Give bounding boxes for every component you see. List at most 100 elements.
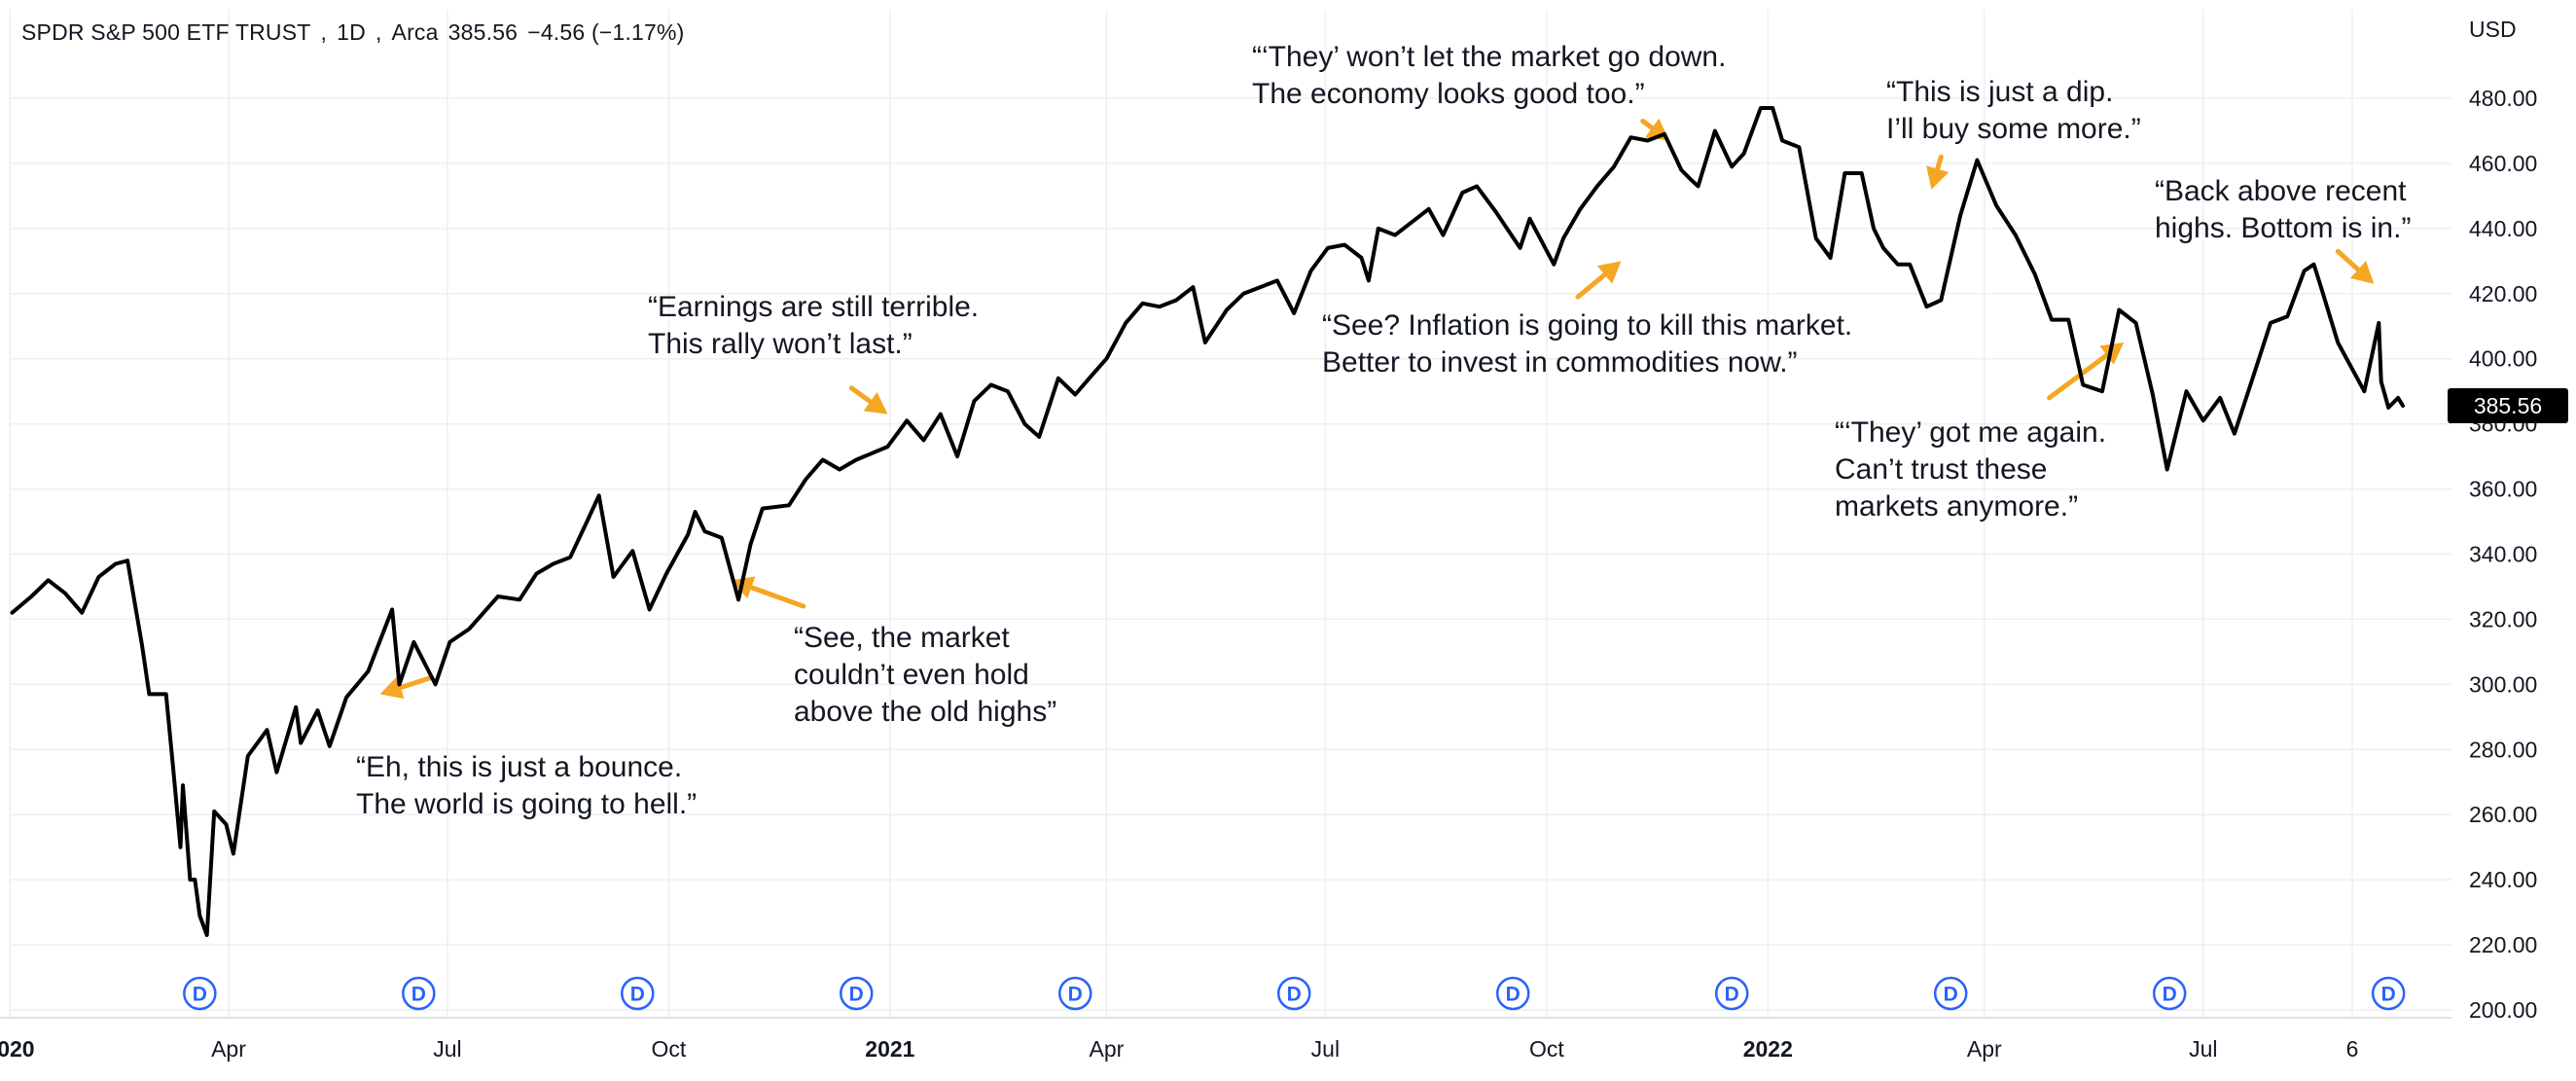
annotation-line: “See, the market <box>794 622 1010 654</box>
annotation-arrow-shaft <box>748 585 806 609</box>
legend-separator: , <box>375 19 382 45</box>
x-tick-label: 2022 <box>1743 1036 1793 1062</box>
dividend-marker-label: D <box>1287 984 1302 1006</box>
y-tick-label: 300.00 <box>2469 671 2537 697</box>
dividend-marker: D <box>402 976 436 1011</box>
exchange-label: Arca <box>391 19 439 45</box>
annotation: “Earnings are still terrible. This rally … <box>648 291 979 414</box>
y-tick-label: 480.00 <box>2469 86 2537 111</box>
y-tick-label: 360.00 <box>2469 477 2537 502</box>
annotation-line: This rally won’t last.” <box>648 328 912 360</box>
dividend-marker: D <box>2152 976 2187 1011</box>
price-axis[interactable]: USD 200.00 220.00 240.00 260.00 280.00 300.00… <box>2469 17 2537 1023</box>
annotation: “Back above recent highs. Bottom is in.” <box>2155 175 2411 284</box>
y-tick-label: 200.00 <box>2469 997 2537 1023</box>
dividend-marker-circle <box>1495 976 1530 1011</box>
dividend-marker-label: D <box>630 984 645 1006</box>
x-tick-label: Jul <box>433 1036 461 1062</box>
x-tick-label: 2021 <box>865 1036 914 1062</box>
y-tick-label: 340.00 <box>2469 542 2537 567</box>
dividend-marker-circle <box>402 976 436 1011</box>
annotation-line: couldn’t even hold <box>794 659 1029 691</box>
dividend-marker: D <box>1276 976 1311 1011</box>
annotation-line: “This is just a dip. <box>1886 76 2113 108</box>
current-price-tag: 385.56 <box>2448 388 2568 424</box>
dividend-marker: D <box>1495 976 1530 1011</box>
annotation-line: I’ll buy some more.” <box>1886 113 2141 145</box>
y-tick-label: 260.00 <box>2469 802 2537 827</box>
annotation-line: highs. Bottom is in.” <box>2155 212 2411 244</box>
price-line <box>10 106 2405 937</box>
annotation-line: “Back above recent <box>2155 175 2407 207</box>
annotations: “Eh, this is just a bounce. The world is … <box>356 41 2411 820</box>
dividend-marker-circle <box>2152 976 2187 1011</box>
annotation-arrow-shaft <box>1935 154 1944 172</box>
annotation: “This is just a dip. I’ll buy some more.” <box>1886 76 2141 190</box>
y-tick-label: 320.00 <box>2469 606 2537 631</box>
x-tick-label: Jul <box>2189 1036 2217 1062</box>
annotation-arrow-head <box>1596 261 1622 284</box>
annotation: “‘They’ got me again. Can’t trust these ma… <box>1835 342 2125 522</box>
annotation: “See, the market couldn’t even hold above … <box>731 576 1056 728</box>
annotation-line: “Eh, this is just a bounce. <box>356 751 682 783</box>
dividend-marker-label: D <box>1725 984 1739 1006</box>
annotation-line: “See? Inflation is going to kill this ma… <box>1322 309 1852 342</box>
annotation: “Eh, this is just a bounce. The world is … <box>356 675 697 820</box>
symbol-name: SPDR S&P 500 ETF TRUST <box>21 19 311 45</box>
annotation-arrow-shaft <box>1575 271 1608 300</box>
x-tick-label: 2020 <box>0 1036 35 1062</box>
annotation-arrow-shaft <box>2047 352 2110 401</box>
annotation-text: “See, the market couldn’t even hold above … <box>794 622 1056 728</box>
y-tick-label: 420.00 <box>2469 281 2537 306</box>
dividend-marker-label: D <box>1068 984 1083 1006</box>
y-tick-label: 400.00 <box>2469 346 2537 372</box>
annotation-text: “‘They’ won’t let the market go down. The… <box>1252 41 1726 110</box>
annotation-line: The world is going to hell.” <box>356 788 697 820</box>
annotation-text: “Earnings are still terrible. This rally … <box>648 291 979 360</box>
current-price-tag-bg <box>2448 388 2568 424</box>
x-tick-label: Apr <box>1089 1036 1124 1062</box>
dividend-marker-circle <box>1276 976 1311 1011</box>
annotation: “‘They’ won’t let the market go down. The… <box>1252 41 1726 141</box>
y-tick-label: 220.00 <box>2469 932 2537 957</box>
dividend-marker-circle <box>1714 976 1749 1011</box>
annotation-arrow-head <box>731 576 756 599</box>
y-tick-label: 440.00 <box>2469 216 2537 241</box>
annotation-text: “See? Inflation is going to kill this ma… <box>1322 309 1852 378</box>
annotation-arrow-head <box>863 391 888 414</box>
dividend-marker-circle <box>840 976 874 1011</box>
x-tick-label: Oct <box>1529 1036 1564 1062</box>
annotation-arrow-shaft <box>1640 118 1655 130</box>
symbol-legend: SPDR S&P 500 ETF TRUST, 1D, Arca 385.56 −4.5… <box>21 19 695 46</box>
annotation: “See? Inflation is going to kill this ma… <box>1322 261 1852 378</box>
current-price-label: 385.56 <box>2474 393 2542 418</box>
x-tick-label: Apr <box>1967 1036 2002 1062</box>
x-tick-label: Oct <box>652 1036 687 1062</box>
dividend-marker-label: D <box>1944 984 1958 1006</box>
price-change: −4.56 (−1.17%) <box>527 19 685 45</box>
annotation-text: “‘They’ got me again. Can’t trust these ma… <box>1835 416 2106 522</box>
annotation-arrow-shaft <box>398 675 434 691</box>
interval-label: 1D <box>337 19 366 45</box>
dividend-marker-circle <box>2371 976 2406 1011</box>
annotation-text: “This is just a dip. I’ll buy some more.” <box>1886 76 2141 145</box>
dividend-marker-label: D <box>2381 984 2396 1006</box>
dividend-marker-label: D <box>849 984 864 1006</box>
annotation-arrow-shaft <box>848 385 874 405</box>
annotation-line: Can’t trust these <box>1835 453 2047 486</box>
annotation-line: “‘They’ got me again. <box>1835 416 2106 449</box>
y-tick-label: 280.00 <box>2469 737 2537 762</box>
dividend-marker-label: D <box>411 984 426 1006</box>
y-tick-label: 460.00 <box>2469 151 2537 176</box>
dividend-marker: D <box>1714 976 1749 1011</box>
annotation-line: The economy looks good too.” <box>1252 78 1645 110</box>
annotation-line: markets anymore.” <box>1835 490 2078 522</box>
annotation-line: “Earnings are still terrible. <box>648 291 979 323</box>
currency-label: USD <box>2469 17 2517 42</box>
annotation-line: above the old highs” <box>794 696 1056 728</box>
time-axis[interactable]: 2020 Apr Jul Oct 2021 Apr Jul Oct 2022 Apr Jul 6 <box>0 1017 2451 1062</box>
dividend-marker: D <box>2371 976 2406 1011</box>
annotation-line: Better to invest in commodities now.” <box>1322 346 1798 378</box>
